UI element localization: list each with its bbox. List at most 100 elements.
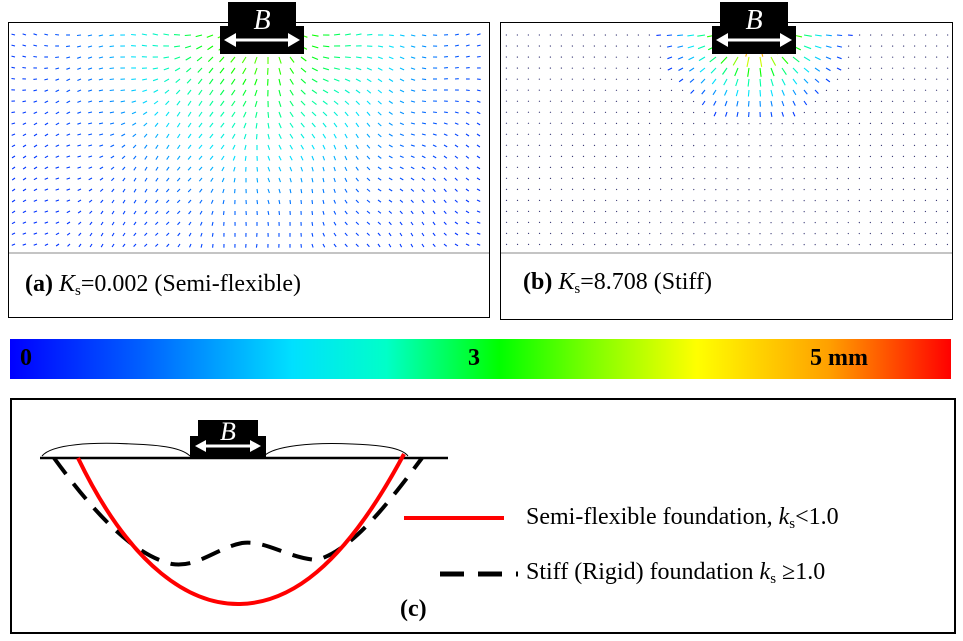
panel-b-vector xyxy=(593,100,596,102)
panel-a-vector xyxy=(322,67,330,71)
panel-b-vector xyxy=(516,166,519,168)
panel-b-vector xyxy=(902,232,905,235)
panel-a-vector xyxy=(289,89,294,96)
panel-a-vector xyxy=(322,122,327,128)
panel-a-vector xyxy=(44,188,49,191)
panel-a-vector xyxy=(22,188,27,192)
panel-a-vector xyxy=(155,144,159,149)
panel-a-vector xyxy=(210,199,214,204)
panel-b-vector xyxy=(626,177,629,180)
panel-a-vector xyxy=(300,78,307,84)
panel-a-vector xyxy=(399,34,405,37)
panel-b-vector xyxy=(891,188,894,191)
panel-a-vector xyxy=(322,144,326,150)
panel-a-vector xyxy=(366,144,371,149)
panel-a-vector xyxy=(278,133,282,140)
panel-a-vector xyxy=(233,177,236,183)
panel-b-vector xyxy=(560,188,563,191)
panel-b-vector xyxy=(527,221,530,224)
panel-a-vector xyxy=(344,232,348,237)
panel-a-vector xyxy=(311,188,314,194)
panel-b-vector xyxy=(593,188,596,191)
panel-a-vector xyxy=(66,144,71,147)
panel-a-vector xyxy=(267,166,271,172)
panel-a-vector xyxy=(11,111,16,114)
panel-a-vector xyxy=(11,177,16,181)
panel-a-vector xyxy=(255,133,258,140)
panel-a-vector xyxy=(366,33,373,36)
panel-a-vector xyxy=(219,78,225,85)
panel-b-vector xyxy=(582,166,585,169)
panel-a-vector xyxy=(300,111,306,117)
panel-b-vector xyxy=(935,166,938,169)
panel-a-vector xyxy=(333,199,337,204)
panel-b-vector xyxy=(582,199,585,202)
panel-b-vector xyxy=(626,111,629,114)
panel-a-vector xyxy=(144,232,148,236)
panel-b-vector xyxy=(682,144,684,147)
panel-b-vector xyxy=(648,122,651,125)
panel-b-vector xyxy=(891,100,894,102)
panel-a-vector xyxy=(22,155,27,159)
panel-a-vector xyxy=(465,111,470,114)
panel-b-vector xyxy=(792,89,797,96)
panel-b-vector xyxy=(571,166,574,169)
panel-b-vector xyxy=(538,188,541,191)
panel-b-vector xyxy=(869,177,872,180)
panel-b-vector xyxy=(604,89,607,91)
panel-a-vector xyxy=(322,111,328,117)
panel-a-vector xyxy=(333,188,336,193)
legend-stiff-suffix: ≥1.0 xyxy=(776,559,826,585)
panel-a-vector xyxy=(432,122,437,125)
panel-b-vector xyxy=(571,133,574,135)
panel-a-vector xyxy=(22,55,27,58)
panel-b-vector xyxy=(825,122,828,125)
panel-b-vector xyxy=(858,133,861,136)
panel-a-vector xyxy=(55,177,60,180)
panel-a-vector xyxy=(355,243,359,247)
colorbar-min-label: 0 xyxy=(20,345,32,371)
panel-a-vector xyxy=(366,243,370,248)
panel-a-vector xyxy=(366,188,371,192)
panel-b-vector xyxy=(638,210,640,213)
panel-a-vector xyxy=(144,210,148,215)
panel-a-vector xyxy=(454,177,458,181)
panel-a-vector xyxy=(11,199,16,203)
panel-a-vector xyxy=(300,122,305,128)
panel-a-vector xyxy=(55,56,60,59)
panel-b-vector xyxy=(891,199,894,202)
panel-a-vector xyxy=(176,199,181,204)
panel-b-symbol: K xyxy=(558,269,575,295)
panel-b-vector xyxy=(689,78,695,83)
panel-b-vector xyxy=(593,166,596,169)
panel-b-caption: (b) Ks=8.708 (Stiff) xyxy=(523,269,712,298)
panel-b-vector xyxy=(902,133,905,136)
panel-b-vector xyxy=(713,111,717,117)
panel-b-vector xyxy=(582,221,585,224)
panel-a-vector xyxy=(77,188,82,192)
panel-b-vector xyxy=(660,199,662,202)
panel-b-vector xyxy=(615,133,618,136)
panel-b-vector xyxy=(682,155,684,158)
panel-b-vector xyxy=(549,221,552,224)
panel-b-vector xyxy=(571,177,574,180)
panel-b-vector xyxy=(678,78,684,83)
panel-b-vector xyxy=(935,155,938,158)
panel-b-vector xyxy=(571,100,574,102)
panel-a-vector xyxy=(22,111,27,114)
panel-a-vector xyxy=(33,122,38,126)
panel-a-vector xyxy=(242,67,247,75)
panel-a-vector xyxy=(109,100,115,103)
panel-b-vector xyxy=(593,232,596,235)
panel-b-vector xyxy=(891,133,894,136)
colorbar-max-label: 5 mm xyxy=(810,345,868,371)
panel-a-vector xyxy=(187,89,192,95)
panel-b-vector xyxy=(505,221,508,224)
panel-b-vector xyxy=(781,100,785,107)
panel-b-vector xyxy=(858,243,860,246)
panel-a-vector xyxy=(421,89,427,92)
panel-c-tag: (c) xyxy=(400,596,427,623)
panel-b-vector xyxy=(693,144,695,147)
panel-b-vector xyxy=(825,56,832,60)
panel-b-vector xyxy=(869,133,872,136)
